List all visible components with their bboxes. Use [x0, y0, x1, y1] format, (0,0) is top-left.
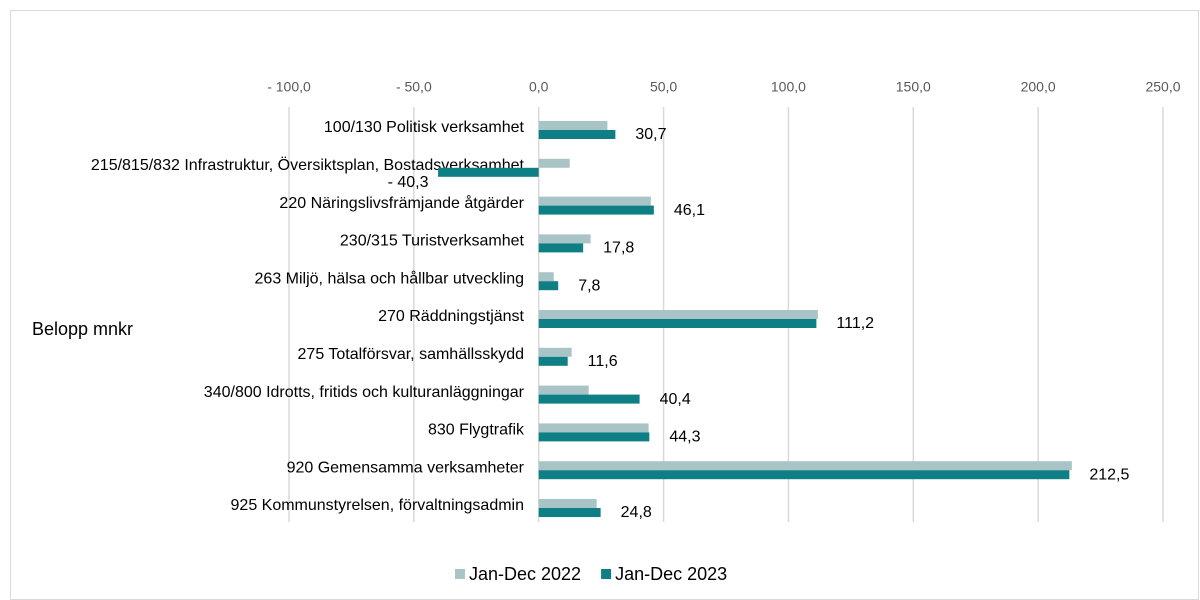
value-label: 17,8 [603, 240, 634, 257]
category-label: 920 Gemensamma verksamheter [287, 459, 525, 476]
value-label: 7,8 [578, 277, 600, 294]
bar [538, 272, 554, 282]
frame [10, 10, 1199, 600]
value-label: 212,5 [1089, 466, 1129, 483]
bar [538, 347, 572, 357]
y-axis-label: Belopp mnkr [32, 319, 133, 339]
value-label: 30,7 [635, 126, 666, 143]
category-label: 275 Totalförsvar, samhällsskydd [298, 346, 524, 363]
bar [538, 205, 654, 215]
x-tick-label: - 100,0 [267, 79, 311, 95]
bar [538, 394, 640, 404]
category-label: 230/315 Turistverksamhet [340, 233, 525, 250]
category-label: 220 Näringslivsfrämjande åtgärder [279, 194, 524, 212]
legend-swatch [455, 569, 465, 579]
value-label: 24,8 [621, 504, 652, 521]
bar [538, 508, 601, 517]
bar [538, 499, 597, 508]
category-label: 263 Miljö, hälsa och hållbar utveckling [255, 269, 524, 287]
category-label: 925 Kommunstyrelsen, förvaltningsadmin [231, 497, 524, 514]
bar [538, 234, 591, 244]
value-label: 44,3 [669, 429, 700, 446]
bar [538, 196, 651, 206]
bar [538, 423, 649, 433]
bar [538, 158, 570, 168]
bar [538, 356, 568, 366]
legend-label: Jan-Dec 2022 [469, 564, 581, 584]
category-label: 830 Flygtrafik [428, 422, 525, 439]
x-tick-label: 50,0 [650, 79, 677, 95]
value-label: - 40,3 [388, 174, 429, 191]
x-tick-label: 150,0 [896, 79, 931, 95]
bar [538, 130, 616, 139]
bar [538, 281, 559, 291]
legend-swatch [601, 569, 612, 579]
bar [538, 432, 650, 442]
category-label: 340/800 Idrotts, fritids och kulturanläg… [204, 384, 525, 401]
bar [538, 243, 584, 253]
x-tick-label: 200,0 [1021, 79, 1056, 95]
bar [538, 121, 608, 130]
legend-label: Jan-Dec 2023 [615, 564, 727, 584]
value-label: 111,2 [836, 315, 874, 332]
bar [538, 385, 589, 395]
category-label: 100/130 Politisk verksamhet [324, 119, 525, 136]
bar [438, 167, 539, 177]
x-tick-label: 100,0 [771, 79, 806, 95]
bar [538, 319, 817, 328]
bar [538, 470, 1070, 480]
category-label: 270 Räddningstjänst [378, 308, 524, 325]
x-tick-label: - 50,0 [396, 79, 432, 95]
value-label: 11,6 [588, 353, 618, 370]
category-label: 215/815/832 Infrastruktur, Översiktsplan… [91, 156, 525, 174]
value-label: 46,1 [674, 202, 705, 219]
bar [538, 310, 818, 319]
value-label: 40,4 [660, 391, 691, 408]
x-tick-label: 250,0 [1145, 79, 1180, 95]
bar [538, 461, 1072, 471]
x-tick-label: 0,0 [529, 79, 549, 95]
